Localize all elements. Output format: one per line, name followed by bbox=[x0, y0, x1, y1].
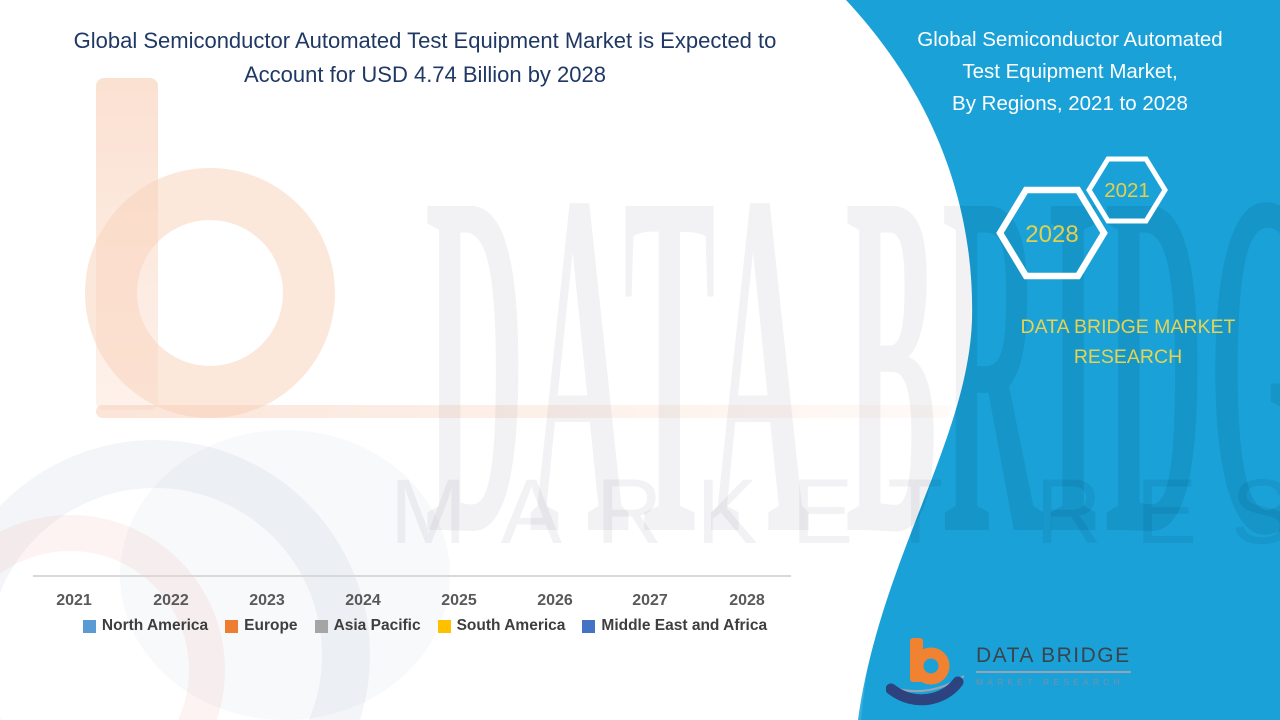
hexagon-2021-label: 2021 bbox=[1104, 179, 1150, 202]
hexagon-2028-label: 2028 bbox=[1025, 221, 1078, 248]
watermark-horizontal-line bbox=[96, 405, 950, 418]
brand-text: DATA BRIDGE MARKET RESEARCH bbox=[1020, 316, 1236, 368]
teal-wedge-shape bbox=[846, 0, 1280, 720]
legend-label: Asia Pacific bbox=[333, 617, 421, 634]
panel-title-line2: Test Equipment Market, bbox=[962, 60, 1178, 83]
logo-text: DATA BRIDGE MARKET RESEARCH bbox=[976, 630, 1131, 687]
legend-item: Asia Pacific bbox=[314, 617, 421, 635]
legend-item: Middle East and Africa bbox=[582, 617, 767, 635]
hexagon-badges: 2021 2028 bbox=[996, 156, 1168, 280]
legend-swatch bbox=[582, 619, 596, 633]
logo-brand-name: DATA BRIDGE bbox=[976, 644, 1131, 667]
x-axis-label: 2028 bbox=[729, 592, 765, 609]
watermark-row2-text-dark: MARKET RESEARCH bbox=[390, 461, 1280, 563]
data-bridge-logo-icon bbox=[886, 638, 965, 706]
logo-tagline: MARKET RESEARCH bbox=[976, 677, 1124, 687]
legend-item: Europe bbox=[225, 617, 298, 635]
legend-swatch bbox=[437, 619, 451, 633]
x-axis-label: 2022 bbox=[153, 592, 189, 609]
x-axis-label: 2023 bbox=[249, 592, 285, 609]
legend-swatch bbox=[82, 619, 96, 633]
legend-item: North America bbox=[82, 617, 209, 635]
legend-label: Europe bbox=[244, 617, 298, 634]
x-axis-line bbox=[33, 575, 791, 577]
chart-legend: North America Europe Asia Pacific South Ame… bbox=[30, 617, 820, 635]
panel-title-line1: Global Semiconductor Automated bbox=[917, 28, 1223, 51]
legend-swatch bbox=[314, 619, 328, 633]
x-axis-label: 2026 bbox=[537, 592, 573, 609]
x-axis-label: 2025 bbox=[441, 592, 477, 609]
hexagon-2028 bbox=[996, 186, 1108, 280]
legend-label: Middle East and Africa bbox=[601, 617, 768, 634]
data-bridge-logo: DATA BRIDGE MARKET RESEARCH bbox=[886, 630, 1131, 708]
hexagon-2021 bbox=[1086, 156, 1168, 224]
logo-divider bbox=[976, 671, 1131, 673]
chart-title: Global Semiconductor Automated Test Equi… bbox=[73, 28, 777, 87]
x-axis-label: 2027 bbox=[632, 592, 668, 609]
x-axis-label: 2021 bbox=[56, 592, 92, 609]
legend-label: North America bbox=[101, 617, 209, 634]
x-axis-label: 2024 bbox=[345, 592, 381, 609]
legend-item: South America bbox=[437, 617, 566, 635]
panel-title-line3: By Regions, 2021 to 2028 bbox=[952, 92, 1188, 115]
legend-swatch bbox=[225, 619, 239, 633]
panel-title: Global Semiconductor Automated Test Equi… bbox=[855, 24, 1280, 120]
legend-label: South America bbox=[456, 617, 566, 634]
